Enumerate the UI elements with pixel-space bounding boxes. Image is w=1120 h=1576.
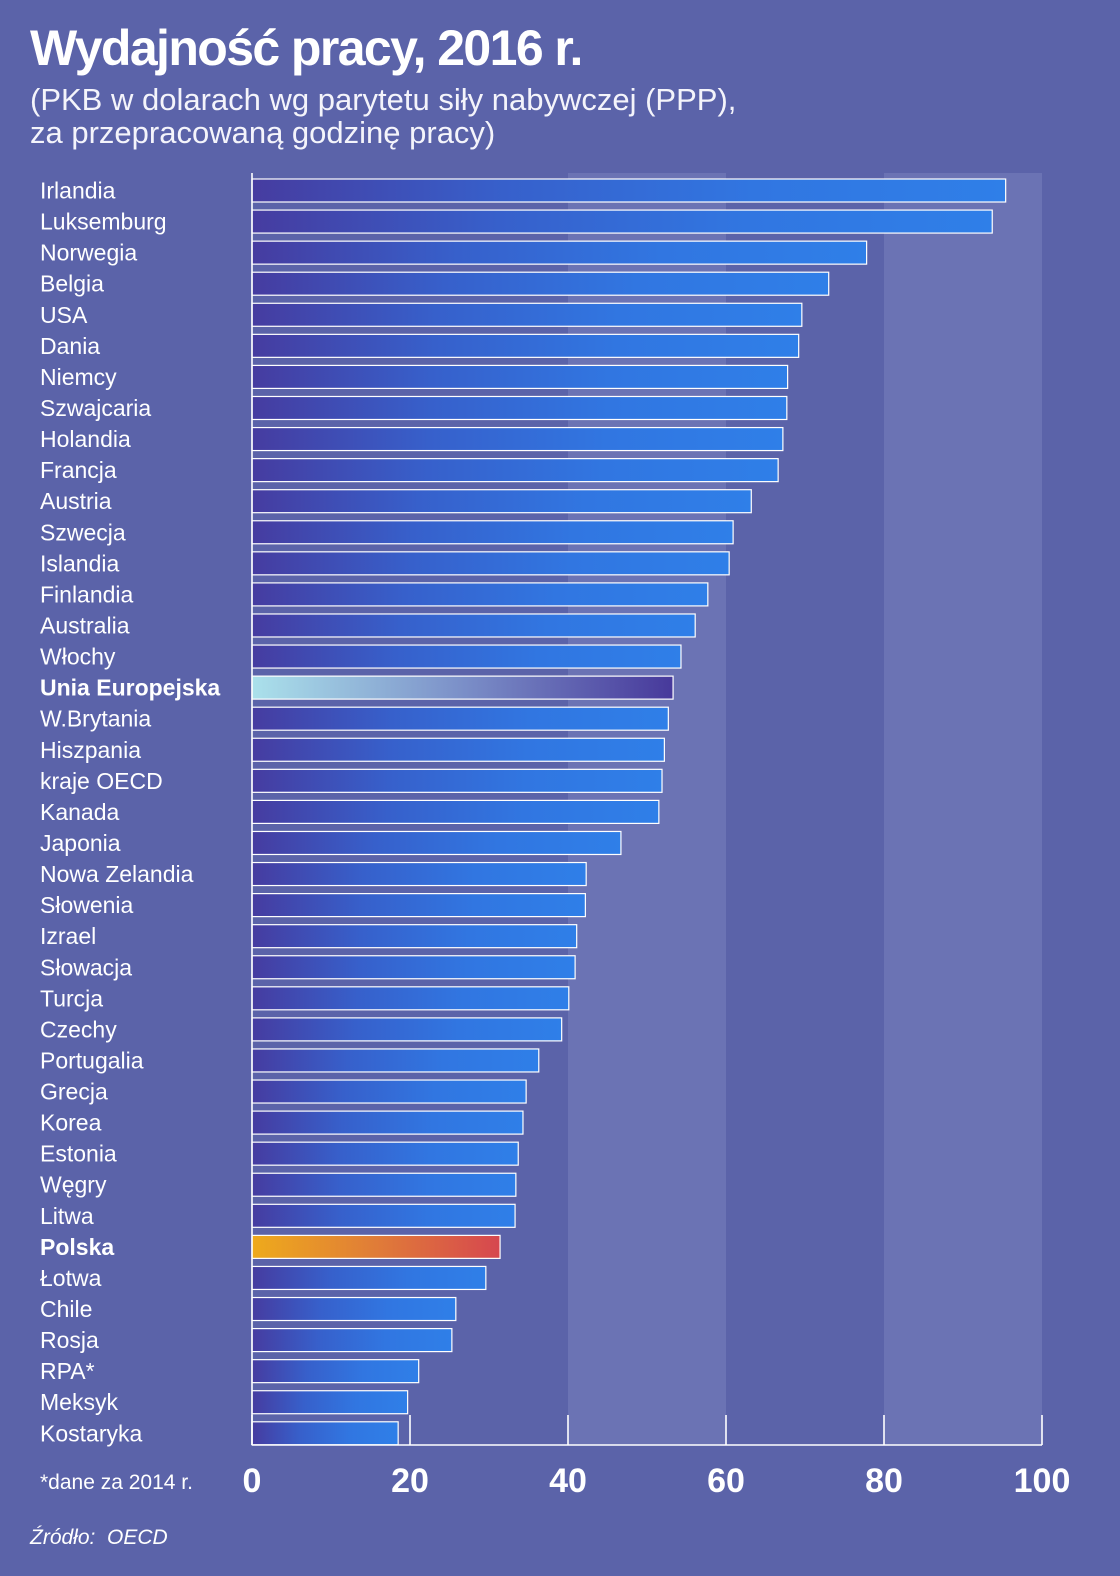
bar (251, 830, 622, 856)
x-tick-label: 20 (391, 1462, 429, 1500)
category-label: Francja (40, 457, 117, 483)
category-label: Portugalia (40, 1047, 144, 1073)
x-tick-label: 100 (1014, 1462, 1071, 1500)
bar (251, 737, 665, 762)
category-label: Norwegia (40, 240, 137, 266)
subtitle-line: za przepracowaną godzinę pracy) (30, 115, 496, 150)
category-label: Niemcy (40, 364, 117, 390)
category-label: RPA* (40, 1358, 95, 1384)
bar (251, 613, 696, 638)
category-label: Meksyk (40, 1389, 118, 1415)
category-label: Łotwa (40, 1265, 102, 1291)
bar (251, 1390, 409, 1415)
bar (251, 1234, 501, 1259)
axes: 0 20 40 60 80 100 (243, 173, 1071, 1500)
bar (251, 271, 830, 296)
source-credit: Źródło: OECD (30, 1526, 168, 1549)
bar (251, 955, 576, 980)
bar (251, 1141, 519, 1166)
chart-subtitle: (PKB w dolarach wg parytetu siły nabywcz… (30, 83, 736, 149)
category-label: Japonia (40, 830, 121, 856)
bar (251, 1296, 457, 1322)
bar (251, 1110, 524, 1135)
footnote: *dane za 2014 r. (40, 1471, 193, 1494)
category-label: Węgry (40, 1172, 107, 1198)
category-label: Luksemburg (40, 209, 167, 235)
category-label: Belgia (40, 271, 104, 297)
bar (251, 986, 570, 1011)
x-tick-label: 0 (243, 1462, 262, 1500)
bar (251, 861, 587, 887)
category-label: Estonia (40, 1141, 117, 1167)
bar (251, 1079, 527, 1104)
subtitle-line: (PKB w dolarach wg parytetu siły nabywcz… (30, 82, 737, 117)
category-label: Izrael (40, 923, 96, 949)
category-label: Kostaryka (40, 1420, 142, 1446)
chart-title: Wydajność pracy, 2016 r. (30, 20, 583, 76)
bar (251, 1265, 487, 1291)
bar (251, 1421, 399, 1446)
category-label: Islandia (40, 550, 119, 576)
bar (251, 582, 709, 607)
bar (251, 1048, 540, 1073)
category-label: kraje OECD (40, 768, 163, 794)
bar (251, 1203, 516, 1228)
bar (251, 924, 578, 949)
category-label: Czechy (40, 1016, 117, 1042)
bar (251, 364, 789, 390)
category-label: Szwecja (40, 519, 126, 545)
bar (251, 799, 660, 825)
category-label: Szwajcaria (40, 395, 151, 421)
x-tick-label: 40 (549, 1462, 587, 1500)
category-label: Kanada (40, 799, 120, 825)
category-label: Rosja (40, 1327, 99, 1353)
category-label: Australia (40, 612, 130, 638)
category-label: Finlandia (40, 581, 134, 607)
category-label: Unia Europejska (40, 675, 220, 701)
category-label: Nowa Zelandia (40, 861, 194, 887)
bar (251, 1359, 420, 1384)
bar (251, 489, 752, 514)
category-label: Holandia (40, 426, 131, 452)
category-label: W.Brytania (40, 706, 151, 732)
bar (251, 1327, 453, 1353)
shaded-band (884, 173, 1042, 1445)
bar (251, 644, 682, 669)
category-label: Grecja (40, 1079, 108, 1105)
bar (251, 706, 669, 731)
bar (251, 302, 803, 327)
category-label: Słowacja (40, 954, 132, 980)
category-label: Chile (40, 1296, 92, 1322)
bar (251, 551, 730, 576)
category-label: Dania (40, 333, 100, 359)
bar (251, 333, 800, 358)
category-label: Irlandia (40, 178, 116, 204)
category-label: Austria (40, 488, 112, 514)
bar (251, 209, 993, 234)
bar (251, 426, 784, 452)
bar (251, 893, 586, 918)
bar (251, 520, 734, 545)
category-labels: Irlandia Luksemburg Norwegia Belgia USA Dania… (40, 178, 220, 1447)
bar (251, 240, 868, 265)
category-label: USA (40, 302, 88, 328)
category-label: Litwa (40, 1203, 94, 1229)
bar (251, 178, 1007, 203)
bar (251, 768, 663, 793)
bar (251, 458, 779, 483)
bar (251, 395, 788, 421)
category-label: Włochy (40, 644, 116, 670)
category-label: Turcja (40, 985, 103, 1011)
category-label: Hiszpania (40, 737, 141, 763)
bar (251, 1172, 517, 1197)
category-label: Korea (40, 1110, 102, 1136)
category-label: Polska (40, 1234, 114, 1260)
x-tick-label: 60 (707, 1462, 745, 1500)
category-label: Słowenia (40, 892, 134, 918)
bar (251, 1017, 563, 1042)
x-tick-label: 80 (865, 1462, 903, 1500)
bar (251, 675, 674, 700)
